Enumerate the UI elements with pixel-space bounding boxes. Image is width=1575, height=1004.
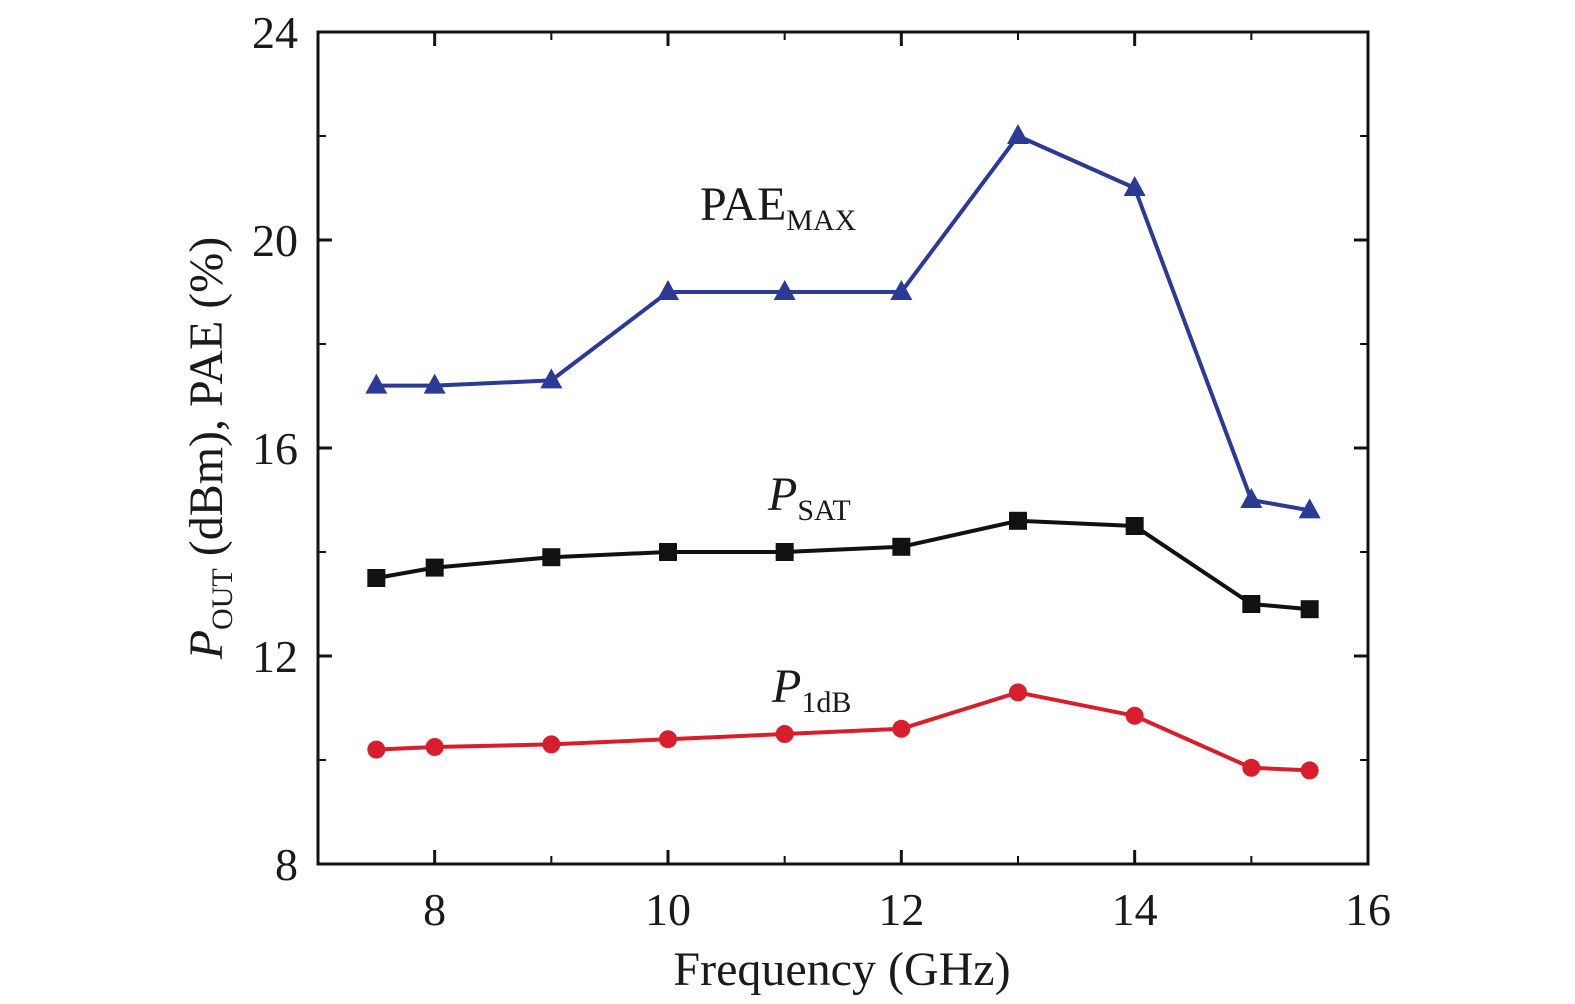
- data-point-square: [659, 543, 677, 561]
- series-line-1: [375, 518, 1310, 612]
- y-tick-labels: 8 12 16 20 24: [252, 7, 298, 890]
- x-tick-label: 16: [1345, 884, 1391, 935]
- data-point-square: [1300, 600, 1319, 619]
- y-tick-label: 24: [252, 7, 298, 58]
- data-point-triangle: [365, 373, 388, 394]
- y-tick-label: 8: [275, 839, 298, 890]
- data-point-triangle: [1298, 498, 1321, 519]
- series-label-p-1db: P1dB: [771, 660, 851, 719]
- data-point-square: [1125, 517, 1144, 535]
- series-label-p-1db-sub: 1dB: [801, 686, 851, 719]
- data-point-square: [367, 569, 386, 587]
- data-point-circle: [659, 730, 677, 749]
- data-point-square: [775, 543, 794, 561]
- data-point-triangle: [540, 368, 563, 389]
- series-label-pae-max-sub: MAX: [786, 204, 856, 237]
- plot-area: [316, 30, 1370, 866]
- series-label-p-sat-sub: SAT: [797, 494, 850, 527]
- y-tick-label: 16: [252, 423, 298, 474]
- series-label-pae-max: PAEMAX: [700, 178, 857, 237]
- plot-frame: [316, 30, 1370, 866]
- series-label-p-1db-main: P: [771, 660, 801, 713]
- series-label-pae-max-main: PAE: [700, 178, 786, 231]
- data-point-circle: [542, 735, 561, 754]
- y-tick-label: 12: [252, 631, 298, 682]
- y-axis-label-sub: OUT: [206, 568, 239, 630]
- data-point-triangle: [423, 373, 446, 394]
- data-point-circle: [1242, 758, 1261, 777]
- data-point-circle: [367, 740, 386, 759]
- data-point-circle: [425, 738, 444, 756]
- y-axis-label: POUT (dBm), PAE (%): [180, 237, 239, 661]
- y-axis-label-main: P: [180, 630, 233, 660]
- x-tick-label: 14: [1112, 884, 1158, 935]
- svg-text:POUT (dBm), PAE (%): POUT (dBm), PAE (%): [180, 237, 239, 661]
- data-point-circle: [1009, 683, 1027, 702]
- data-point-square: [892, 537, 911, 556]
- y-tick-label: 20: [252, 215, 298, 266]
- data-point-triangle: [1123, 176, 1146, 196]
- data-point-square: [542, 548, 561, 567]
- series-label-p-sat: PSAT: [767, 468, 851, 527]
- x-tick-label: 12: [878, 884, 924, 935]
- x-axis-label: Frequency (GHz): [673, 943, 1010, 996]
- series-label-p-sat-main: P: [767, 468, 797, 521]
- data-point-triangle: [1240, 488, 1263, 508]
- y-axis-label-rest: (dBm), PAE (%): [180, 237, 233, 569]
- series-line-0: [376, 134, 1311, 513]
- data-point-circle: [1125, 706, 1144, 725]
- x-tick-label: 8: [423, 884, 446, 935]
- data-point-triangle: [1007, 124, 1029, 144]
- data-point-square: [425, 558, 444, 577]
- data-point-triangle: [773, 280, 796, 300]
- data-point-square: [1009, 511, 1027, 530]
- series-line-2: [376, 690, 1310, 773]
- x-tick-label: 10: [645, 884, 691, 935]
- data-point-circle: [775, 725, 794, 743]
- data-point-triangle: [890, 280, 913, 300]
- data-point-triangle: [657, 280, 679, 300]
- x-tick-labels: 8 10 12 14 16: [423, 884, 1391, 935]
- data-point-circle: [1300, 761, 1319, 780]
- series-group: [365, 124, 1321, 780]
- data-point-circle: [892, 719, 911, 738]
- data-point-square: [1242, 595, 1261, 613]
